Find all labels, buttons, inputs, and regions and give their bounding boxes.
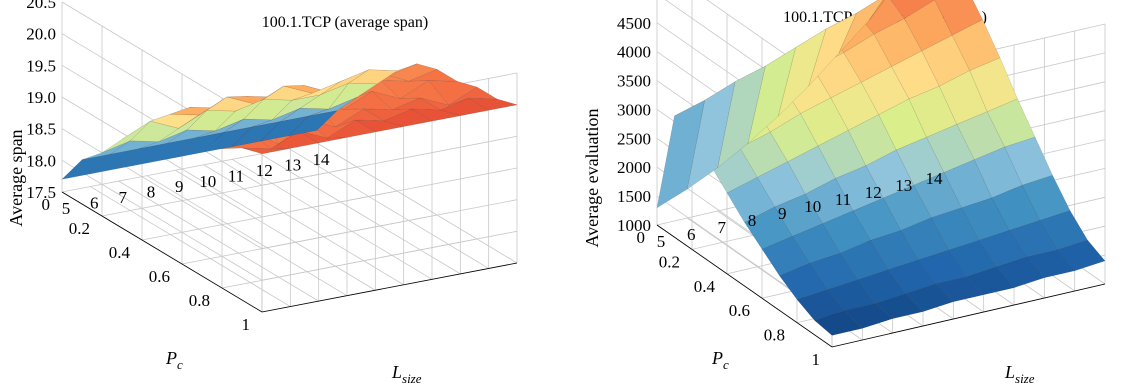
z-tick-label: 5000: [617, 0, 651, 4]
x-tick-label: 0.4: [109, 243, 131, 262]
z-tick-labels: 1000150020002500300035004000450050005500: [617, 0, 651, 235]
x-axis-label-sub: c: [723, 357, 729, 372]
y-gridline-floor: [146, 175, 348, 297]
y-tick-label: 14: [313, 150, 331, 169]
z-tick-label: 4000: [617, 43, 651, 62]
y-axis-label: Lsize: [391, 362, 422, 386]
y-tick-label: 7: [118, 188, 127, 207]
y-tick-label: 11: [835, 190, 851, 209]
y-tick-label: 13: [284, 155, 301, 174]
y-tick-label: 9: [778, 204, 787, 223]
z-tick-label: 1000: [617, 216, 651, 235]
surface-patch: [934, 0, 983, 36]
y-tick-label: 14: [926, 169, 944, 188]
y-tick-label: 12: [865, 183, 882, 202]
y-tick-label: 8: [147, 183, 156, 202]
z-tick-label: 17.5: [26, 183, 56, 202]
z-tick-label: 3000: [617, 100, 651, 119]
y-tick-label: 10: [804, 197, 821, 216]
x-tick-label: 1: [812, 350, 821, 369]
surface-patch: [890, 0, 935, 19]
x-gridline-floor: [101, 166, 358, 217]
x-axis-label-main: P: [165, 348, 177, 368]
y-axis-label-main: L: [1004, 362, 1015, 382]
y-tick-label: 8: [748, 211, 757, 230]
y-gridline-floor: [203, 164, 404, 286]
z-tick-label: 18.0: [26, 151, 56, 170]
z-tick-label: 19.0: [26, 88, 56, 107]
y-gridline-floor: [118, 180, 319, 302]
x-tick-label: 0.4: [694, 277, 716, 296]
y-gridline-floor: [231, 158, 433, 280]
y-axis-label: Lsize: [1004, 362, 1035, 386]
x-tick-label: 0.8: [189, 291, 210, 310]
y-axis-label-sub: size: [402, 371, 422, 386]
lsize-tick-labels: 5 6 7 8 9 10 11 12 13 14: [62, 150, 330, 218]
y-tick-label: 5: [657, 232, 666, 251]
base-edge: [61, 191, 518, 313]
y-gridline-floor: [175, 169, 376, 291]
surface-plot: [656, 0, 1106, 336]
pc-tick-labels: 1 0.8 0.6 0.4 0.2 0: [637, 228, 821, 369]
z-axis-label: Average span: [6, 129, 26, 226]
y-tick-label: 9: [175, 177, 184, 196]
chart-average-span: 100.1.TCP (average span) 17.5 18.0 18.5 19.…: [6, 0, 518, 386]
x-axis-label-sub: c: [177, 357, 183, 372]
x-tick-label: 0.6: [729, 301, 750, 320]
z-tick-labels: 17.5 18.0 18.5 19.0 19.5 20.0 20.5: [26, 0, 56, 202]
z-tick-label: 4500: [617, 14, 651, 33]
chart-title: 100.1.TCP (average span): [262, 14, 428, 31]
y-tick-label: 10: [199, 172, 216, 191]
y-axis-label-sub: size: [1015, 371, 1035, 386]
y-tick-label: 12: [256, 161, 273, 180]
surface-plot: [61, 63, 518, 180]
surface-patch: [287, 110, 338, 137]
x-tick-label: 1: [242, 315, 251, 334]
z-tick-label: 20.5: [26, 0, 56, 12]
surface-patch: [903, 0, 953, 52]
surface-patch: [869, 0, 886, 21]
z-tick-label: 20.0: [26, 25, 56, 44]
x-gridline-floor: [221, 238, 478, 289]
y-gridline-floor: [260, 153, 461, 275]
x-axis-label: Pc: [711, 348, 729, 372]
x-axis-label-main: P: [711, 348, 723, 368]
y-axis-label-main: L: [391, 362, 402, 382]
x-gridline-floor: [141, 190, 398, 241]
pc-tick-labels: 1 0.8 0.6 0.4 0.2 0: [42, 195, 251, 334]
x-gridline-floor: [181, 214, 438, 265]
base-edge: [656, 224, 1106, 348]
y-gridline-floor: [90, 186, 291, 307]
z-tick-label: 3500: [617, 72, 651, 91]
x-tick-label: 0.2: [659, 252, 680, 271]
z-tick-label: 2000: [617, 158, 651, 177]
y-gridline-floor: [316, 142, 518, 264]
y-tick-label: 5: [62, 199, 71, 218]
z-tick-label: 18.5: [26, 120, 56, 139]
x-tick-label: 0.6: [149, 267, 170, 286]
y-tick-label: 11: [228, 166, 244, 185]
y-tick-label: 13: [895, 176, 912, 195]
chart-average-evaluation: 100.1.TCP (average evaluation) 100015002…: [582, 0, 1106, 386]
y-tick-label: 6: [90, 194, 99, 213]
x-axis-label: Pc: [165, 348, 183, 372]
lsize-tick-labels: 5 6 7 8 9 10 11 12 13 14: [657, 169, 943, 251]
x-tick-label: 0: [637, 228, 646, 247]
z-tick-label: 2500: [617, 129, 651, 148]
y-tick-label: 7: [717, 218, 726, 237]
x-tick-label: 0.8: [764, 326, 785, 345]
x-tick-label: 0.2: [69, 219, 90, 238]
z-tick-label: 19.5: [26, 56, 56, 75]
y-gridline-floor: [288, 148, 489, 269]
z-tick-label: 1500: [617, 187, 651, 206]
z-axis-label: Average evaluation: [582, 108, 602, 247]
y-tick-label: 6: [687, 225, 696, 244]
x-tick-label: 0: [42, 195, 51, 214]
